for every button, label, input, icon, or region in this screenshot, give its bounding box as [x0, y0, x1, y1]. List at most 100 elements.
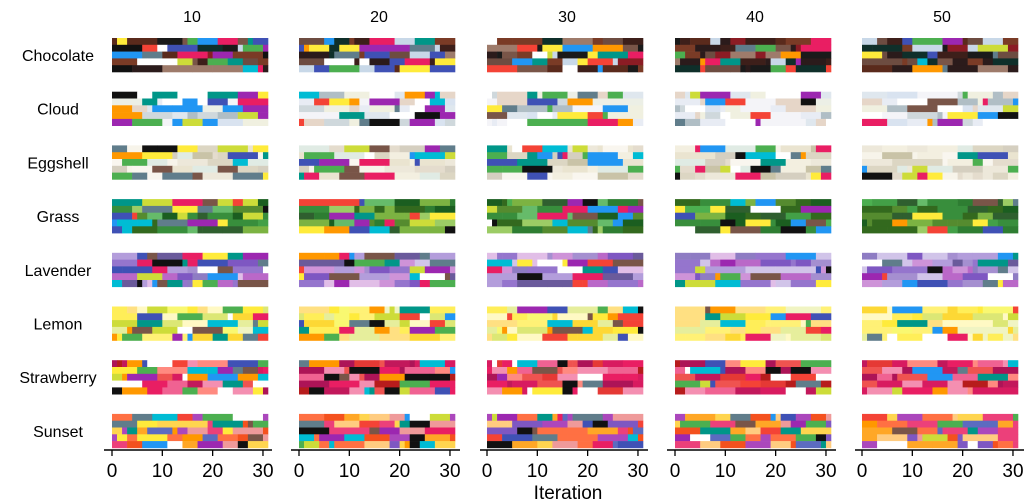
- color-block: [517, 320, 548, 328]
- color-block: [112, 159, 123, 167]
- color-block: [512, 199, 543, 207]
- color-block: [607, 252, 634, 260]
- color-block: [162, 98, 183, 106]
- color-block: [409, 360, 416, 368]
- color-block: [572, 273, 604, 281]
- color-block: [810, 259, 832, 267]
- color-block: [389, 434, 411, 442]
- color-block: [997, 112, 1019, 120]
- color-block: [507, 118, 528, 126]
- color-block: [542, 273, 573, 281]
- cell-lemon-30: [487, 306, 644, 341]
- color-block: [299, 226, 325, 234]
- color-block: [547, 159, 568, 167]
- color-block: [982, 58, 994, 66]
- color-block: [429, 413, 451, 421]
- color-block: [232, 413, 264, 421]
- color-block: [760, 326, 781, 334]
- color-block: [542, 199, 568, 207]
- color-block: [552, 112, 558, 120]
- color-block: [399, 320, 411, 328]
- color-block: [1012, 333, 1019, 341]
- color-block: [745, 313, 771, 321]
- color-block: [487, 427, 518, 435]
- color-block: [932, 219, 948, 227]
- color-block: [887, 413, 898, 421]
- color-block: [329, 199, 360, 207]
- color-block: [552, 413, 558, 421]
- color-block: [637, 326, 644, 334]
- color-block: [765, 367, 781, 375]
- color-block: [695, 44, 721, 52]
- color-block: [567, 434, 599, 442]
- color-block: [720, 112, 731, 120]
- color-block: [1002, 226, 1019, 234]
- color-block: [877, 38, 888, 46]
- color-block: [487, 199, 503, 207]
- color-block: [299, 333, 325, 341]
- color-block: [167, 380, 188, 388]
- color-block: [329, 306, 340, 314]
- color-block: [132, 205, 143, 213]
- color-block: [252, 420, 269, 428]
- color-block: [147, 360, 173, 368]
- color-block: [537, 413, 553, 421]
- color-block: [730, 65, 741, 73]
- color-block: [359, 199, 365, 207]
- color-block: [217, 266, 234, 274]
- color-block: [942, 320, 968, 328]
- color-block: [810, 159, 832, 167]
- color-block: [527, 152, 538, 160]
- color-block: [242, 58, 259, 66]
- color-block: [987, 105, 1004, 113]
- color-block: [892, 373, 898, 381]
- color-block: [487, 212, 503, 220]
- color-block: [444, 118, 456, 126]
- color-block: [444, 152, 456, 160]
- color-block: [207, 51, 213, 59]
- color-block: [700, 199, 731, 207]
- color-block: [700, 273, 716, 281]
- color-block: [720, 273, 741, 281]
- color-block: [587, 118, 619, 126]
- color-block: [912, 259, 933, 267]
- color-block: [685, 333, 706, 341]
- color-block: [304, 266, 335, 274]
- color-block: [369, 58, 390, 66]
- color-block: [152, 280, 158, 288]
- color-block: [927, 98, 958, 106]
- color-block: [987, 219, 999, 227]
- color-block: [187, 333, 193, 341]
- color-block: [299, 413, 325, 421]
- x-tick-label: 0: [482, 461, 493, 482]
- color-block: [967, 427, 979, 435]
- color-block: [502, 252, 518, 260]
- color-block: [675, 313, 706, 321]
- color-block: [394, 252, 421, 260]
- color-block: [197, 387, 218, 395]
- color-block: [434, 219, 456, 227]
- color-block: [399, 420, 411, 428]
- color-block: [512, 259, 518, 267]
- color-block: [730, 91, 751, 99]
- color-block: [1012, 413, 1019, 421]
- color-block: [127, 145, 143, 153]
- color-block: [137, 313, 163, 321]
- color-block: [887, 333, 898, 341]
- color-block: [967, 51, 994, 59]
- color-block: [394, 105, 400, 113]
- color-block: [805, 118, 817, 126]
- color-block: [137, 427, 148, 435]
- color-block: [862, 38, 878, 46]
- color-block: [532, 313, 553, 321]
- color-block: [785, 387, 807, 395]
- color-block: [740, 105, 771, 113]
- color-block: [922, 413, 953, 421]
- color-block: [192, 165, 218, 173]
- x-axis-50: 0 10 20 30: [855, 449, 1024, 482]
- color-block: [487, 387, 503, 395]
- color-block: [937, 51, 968, 59]
- color-block: [597, 252, 609, 260]
- color-block: [997, 252, 1014, 260]
- cell-grass-30: [487, 199, 644, 234]
